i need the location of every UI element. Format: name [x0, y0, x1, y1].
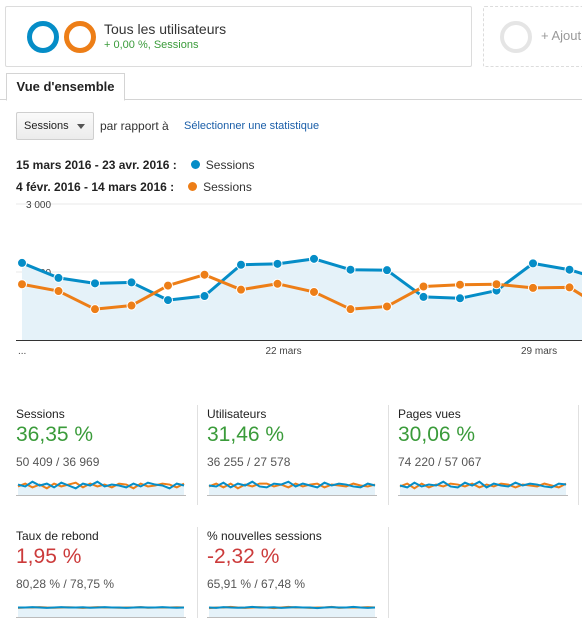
metric-new-sessions[interactable]: % nouvelles sessions -2,32 % 65,91 % / 6… — [207, 529, 389, 618]
compare-label: par rapport à — [100, 119, 169, 133]
segment-title: Tous les utilisateurs — [104, 21, 227, 37]
data-point[interactable] — [528, 258, 538, 269]
metric-value: 31,46 % — [207, 423, 285, 446]
data-point[interactable] — [272, 258, 283, 269]
data-point[interactable] — [53, 286, 64, 297]
data-point[interactable] — [17, 257, 27, 268]
sparkline — [207, 605, 377, 618]
data-point[interactable] — [53, 272, 64, 283]
chevron-down-icon — [77, 124, 85, 129]
legend-dot-icon — [190, 160, 200, 169]
data-point[interactable] — [528, 282, 538, 293]
x-tick-label: 29 mars — [521, 346, 557, 357]
segment-ring-icon — [27, 21, 59, 53]
metric-users[interactable]: Utilisateurs 31,46 % 36 255 / 27 578 — [207, 407, 389, 513]
sparkline — [207, 480, 377, 496]
data-point[interactable] — [199, 291, 210, 302]
tab-overview[interactable]: Vue d'ensemble — [6, 73, 125, 101]
metric-value: -2,32 % — [207, 545, 280, 568]
data-point[interactable] — [17, 279, 27, 290]
divider — [388, 527, 389, 618]
sparkline-current — [208, 480, 376, 489]
data-point[interactable] — [418, 281, 429, 292]
metric-value: 36,35 % — [16, 423, 94, 446]
segment-card[interactable]: Tous les utilisateurs + 0,00 %, Sessions — [5, 6, 472, 67]
data-point[interactable] — [272, 278, 283, 289]
data-point[interactable] — [309, 253, 319, 264]
metric-pageviews[interactable]: Pages vues 30,06 % 74 220 / 57 067 — [398, 407, 580, 513]
data-point[interactable] — [345, 264, 356, 275]
data-point[interactable] — [564, 264, 575, 275]
sparkline — [16, 480, 186, 496]
sparkline-area — [18, 607, 184, 617]
legend-range: 15 mars 2016 - 23 avr. 2016 : — [16, 158, 177, 172]
sparkline-previous — [208, 482, 376, 490]
legend-series: Sessions — [205, 158, 255, 172]
sparkline-current — [18, 606, 185, 609]
data-point[interactable] — [345, 304, 356, 315]
add-segment-button[interactable]: + Ajout — [483, 6, 582, 67]
empty-segment-ring-icon — [500, 21, 532, 53]
segment-ring-icon — [64, 21, 96, 53]
sparkline-area — [209, 606, 375, 617]
data-point[interactable] — [236, 284, 246, 295]
tab-bar — [0, 99, 582, 100]
legend-series: Sessions — [203, 180, 252, 194]
legend-previous: 4 févr. 2016 - 14 mars 2016 : Sessions — [16, 180, 252, 194]
metric-title: Taux de rebond — [16, 529, 99, 543]
metric-title: Utilisateurs — [207, 407, 267, 421]
legend-range: 4 févr. 2016 - 14 mars 2016 : — [16, 180, 175, 194]
metric-comparison: 65,91 % / 67,48 % — [207, 577, 306, 591]
metric-title: Sessions — [16, 407, 65, 421]
divider — [197, 405, 198, 505]
sparkline-current — [208, 605, 376, 610]
sparkline — [398, 480, 568, 496]
divider — [197, 527, 198, 618]
data-point[interactable] — [564, 282, 575, 293]
data-point[interactable] — [163, 295, 173, 306]
data-point[interactable] — [382, 301, 392, 312]
metric-bounce-rate[interactable]: Taux de rebond 1,95 % 80,28 % / 78,75 % — [16, 529, 198, 618]
divider — [578, 405, 579, 505]
sparkline — [16, 606, 186, 618]
metric-comparison: 80,28 % / 78,75 % — [16, 577, 115, 591]
data-point[interactable] — [199, 269, 210, 280]
x-tick-label: ... — [18, 346, 26, 357]
metric-comparison: 50 409 / 36 969 — [16, 455, 100, 469]
metric-value: 30,06 % — [398, 423, 476, 446]
legend-current: 15 mars 2016 - 23 avr. 2016 : Sessions — [16, 158, 255, 172]
metric-title: % nouvelles sessions — [207, 529, 322, 543]
metric-comparison: 74 220 / 57 067 — [398, 455, 482, 469]
data-point[interactable] — [309, 286, 319, 297]
metric-title: Pages vues — [398, 407, 461, 421]
data-point[interactable] — [491, 279, 502, 290]
series-area — [22, 258, 582, 340]
sparkline-previous — [399, 482, 567, 490]
data-point[interactable] — [90, 304, 100, 315]
metric-sessions[interactable]: Sessions 36,35 % 50 409 / 36 969 — [16, 407, 198, 513]
metric-select[interactable]: Sessions — [16, 112, 94, 140]
select-stat-link[interactable]: Sélectionner une statistique — [184, 120, 320, 132]
data-point[interactable] — [126, 300, 137, 311]
sparkline-current — [399, 480, 567, 489]
legend-dot-icon — [188, 182, 198, 191]
divider — [388, 405, 389, 505]
data-point[interactable] — [126, 277, 137, 288]
data-point[interactable] — [382, 265, 392, 276]
y-tick-label: 3 000 — [26, 200, 51, 211]
sparkline-current — [17, 480, 185, 490]
data-point[interactable] — [236, 259, 246, 270]
segment-subtitle: + 0,00 %, Sessions — [104, 39, 199, 51]
data-point[interactable] — [455, 293, 465, 304]
data-point[interactable] — [90, 278, 100, 289]
data-point[interactable] — [455, 279, 465, 290]
add-segment-label: + Ajout — [541, 28, 582, 43]
x-tick-label: 22 mars — [266, 346, 302, 357]
metric-select-value: Sessions — [24, 120, 69, 132]
metric-comparison: 36 255 / 27 578 — [207, 455, 291, 469]
metric-value: 1,95 % — [16, 545, 82, 568]
data-point[interactable] — [418, 291, 429, 302]
data-point[interactable] — [163, 280, 173, 291]
